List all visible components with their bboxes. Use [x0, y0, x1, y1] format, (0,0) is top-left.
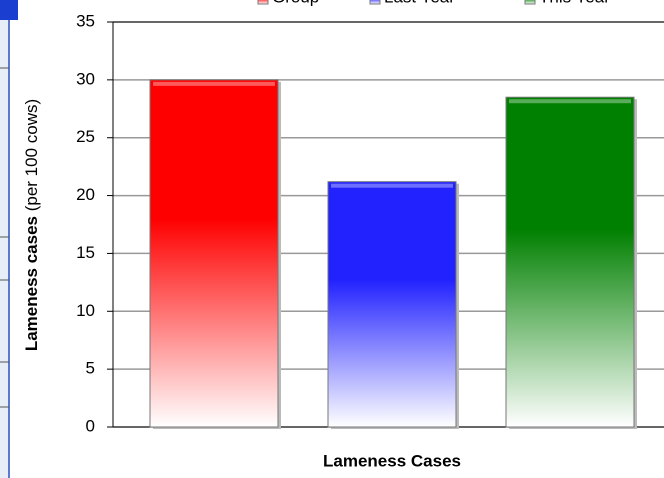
y-axis-label-unit: (per 100 cows) [22, 99, 41, 211]
bar [149, 79, 279, 428]
legend-label: Last Year [384, 0, 455, 6]
bar [327, 181, 457, 428]
bar [505, 96, 635, 428]
x-tick-label: Lameness Cases [323, 451, 461, 470]
y-tick-label: 30 [76, 69, 95, 88]
y-tick-label: 20 [76, 185, 95, 204]
y-tick-label: 5 [86, 359, 95, 378]
legend-swatch [257, 0, 269, 5]
y-axis-label: Lameness cases (per 100 cows) [22, 99, 41, 351]
bar-bevel [509, 99, 631, 104]
bar-bevel [153, 81, 275, 86]
legend-label: This Year [539, 0, 610, 6]
y-tick-label: 15 [76, 243, 95, 262]
y-tick-label: 35 [76, 11, 95, 30]
side-panel [0, 0, 10, 478]
side-tab [0, 0, 18, 20]
y-tick-label: 25 [76, 127, 95, 146]
y-axis-label-main: Lameness cases [22, 216, 41, 351]
y-tick-label: 0 [86, 416, 95, 435]
legend-swatch [524, 0, 536, 5]
legend-label: Group [272, 0, 319, 6]
legend-swatch [369, 0, 381, 5]
bar-bevel [331, 183, 453, 188]
y-tick-label: 10 [76, 301, 95, 320]
